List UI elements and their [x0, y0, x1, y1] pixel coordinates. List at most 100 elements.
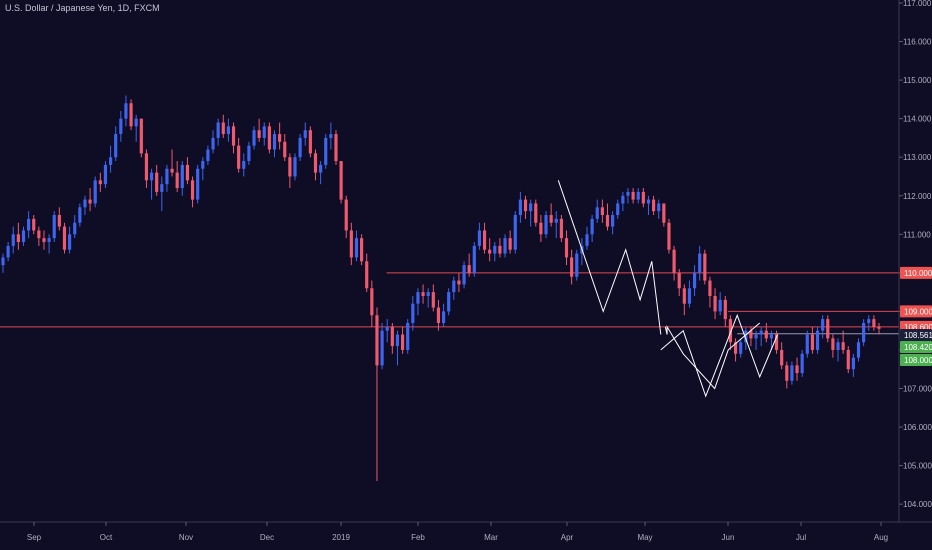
pattern-trendline[interactable]	[557, 180, 662, 335]
price-badge: 110.000	[900, 266, 932, 279]
candle	[667, 218, 671, 254]
chart-title: U.S. Dollar / Japanese Yen, 1D, FXCM	[5, 3, 160, 13]
candle	[493, 242, 497, 262]
candle	[247, 141, 251, 165]
candle	[867, 315, 871, 331]
candle	[585, 226, 589, 250]
candle	[677, 268, 681, 296]
candle	[841, 330, 845, 354]
candle	[826, 315, 830, 343]
candle	[98, 172, 102, 192]
candle	[657, 199, 661, 219]
candle	[42, 230, 46, 250]
price-tick-label: 104.000	[903, 500, 932, 509]
candle	[805, 330, 809, 358]
time-tick-label: Nov	[179, 533, 193, 542]
candle	[344, 195, 348, 239]
candle	[488, 238, 492, 262]
candle	[216, 118, 220, 146]
candle	[539, 215, 543, 243]
candle	[380, 322, 384, 370]
candle	[329, 122, 333, 150]
price-tick: 115.000	[899, 76, 932, 85]
candle	[221, 114, 225, 138]
time-tick: Nov	[179, 522, 193, 542]
candle	[231, 122, 236, 154]
price-badge-label: 108.600	[904, 323, 932, 332]
price-tick: 104.000	[899, 500, 932, 509]
candle	[114, 126, 118, 162]
candle	[611, 211, 615, 235]
time-tick-label: Aug	[874, 533, 888, 542]
candle	[646, 195, 651, 216]
price-tick-label: 116.000	[903, 38, 932, 47]
candle	[692, 265, 697, 296]
candle	[395, 330, 400, 366]
candle	[52, 211, 56, 243]
price-tick-label: 106.000	[903, 423, 932, 432]
price-badge: 108.561	[900, 329, 932, 341]
candle	[180, 161, 184, 196]
candle	[616, 199, 620, 219]
candle	[523, 195, 528, 219]
candle	[257, 118, 261, 142]
price-badge: 108.420	[900, 341, 932, 353]
candle	[559, 215, 563, 243]
time-axis: Sep Oct Nov Dec 2019 Feb Mar Apr May Jun Jul Aug	[27, 522, 888, 542]
candle	[78, 203, 82, 227]
price-tick-label: 115.000	[903, 76, 932, 85]
candle	[431, 284, 435, 312]
candle	[1, 253, 5, 273]
candle	[605, 203, 610, 231]
candle	[349, 222, 353, 266]
candle	[549, 203, 553, 227]
candle	[134, 114, 138, 142]
candle	[313, 149, 318, 181]
candle	[631, 188, 635, 204]
candle	[534, 199, 538, 227]
candle	[149, 168, 154, 200]
price-badge-label: 109.000	[904, 307, 932, 316]
candle	[119, 110, 123, 142]
candle	[436, 299, 441, 331]
candle	[626, 188, 630, 204]
candle	[426, 288, 430, 308]
time-tick: Jun	[722, 522, 734, 542]
candle	[703, 249, 707, 285]
candle	[165, 164, 169, 192]
time-tick: Apr	[561, 522, 574, 542]
time-tick-label: Sep	[27, 533, 42, 542]
candle	[68, 226, 72, 254]
time-tick: Feb	[411, 522, 425, 542]
candle	[175, 161, 179, 192]
candle	[687, 280, 692, 308]
candle	[262, 122, 266, 146]
candle	[360, 234, 364, 266]
candle	[170, 149, 174, 177]
candle	[780, 342, 784, 370]
candle	[836, 338, 840, 362]
time-tick: Jul	[796, 522, 806, 542]
pattern-trendline[interactable]	[660, 313, 779, 398]
price-tick: 105.000	[899, 462, 932, 471]
candle	[595, 199, 599, 223]
candle	[662, 203, 666, 227]
candle	[462, 261, 466, 289]
candle	[672, 245, 676, 281]
candle	[457, 272, 461, 293]
candle	[339, 161, 343, 204]
candle	[877, 322, 881, 335]
candle	[508, 230, 512, 254]
candle	[196, 164, 200, 204]
candle	[447, 288, 451, 316]
price-axis: 117.000 116.000 115.000 114.000 113.000 112.0…	[899, 0, 932, 509]
candle	[288, 153, 292, 189]
candle	[733, 338, 738, 362]
candle	[185, 157, 190, 185]
pattern-trendline[interactable]	[664, 322, 761, 390]
candle	[298, 134, 302, 162]
candle	[206, 145, 210, 165]
time-tick: Aug	[874, 522, 888, 542]
price-tick: 116.000	[899, 38, 932, 47]
